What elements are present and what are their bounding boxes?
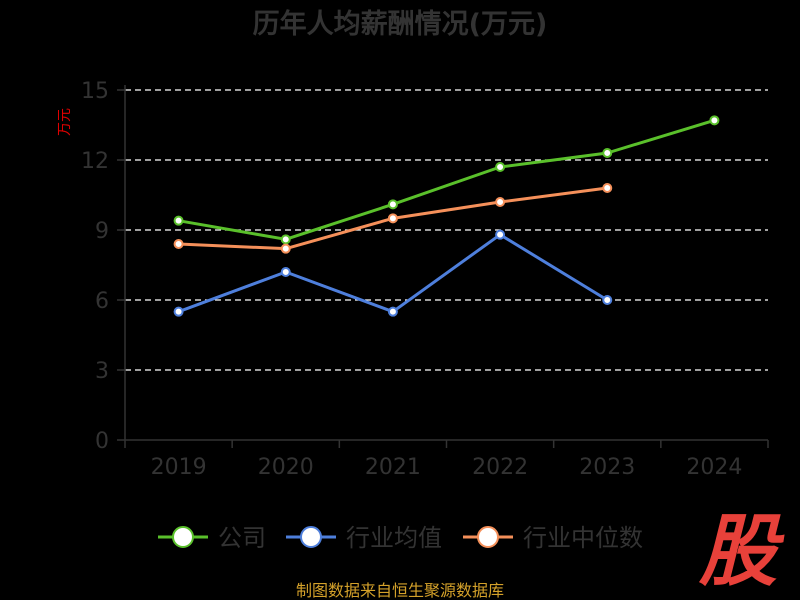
- data-point: [495, 197, 506, 207]
- y-tick-label: 3: [95, 359, 109, 384]
- x-tick-label: 2024: [686, 455, 742, 480]
- data-point: [280, 267, 291, 277]
- y-tick-labels: 0 3 6 9 12 15: [81, 79, 109, 454]
- y-tick-label: 6: [95, 289, 109, 314]
- legend-label: 行业均值: [346, 524, 442, 552]
- data-point: [602, 295, 613, 305]
- legend-marker: [477, 526, 499, 548]
- data-point: [173, 215, 184, 226]
- y-tick-label: 15: [81, 79, 109, 104]
- data-point: [709, 115, 720, 126]
- data-point: [495, 229, 506, 240]
- legend-label: 行业中位数: [523, 524, 643, 552]
- data-point: [495, 162, 506, 172]
- axes: [117, 85, 769, 448]
- x-tick-labels: 2019 2020 2021 2022 2023 2024: [151, 455, 743, 480]
- data-point: [173, 306, 184, 317]
- legend-item-2[interactable]: 行业中位数: [463, 524, 643, 552]
- data-point: [387, 306, 398, 317]
- x-tick-label: 2023: [579, 455, 635, 480]
- legend-item-1[interactable]: 行业均值: [286, 524, 442, 552]
- y-axis-label: 万元: [57, 108, 73, 136]
- x-tick-label: 2021: [365, 455, 421, 480]
- legend-label: 公司: [218, 524, 266, 552]
- watermark-logo: 股: [698, 507, 785, 597]
- x-tick-label: 2020: [258, 455, 314, 480]
- legend-item-0[interactable]: 公司: [158, 524, 266, 552]
- y-tick-label: 12: [81, 149, 109, 174]
- x-tick-label: 2019: [151, 455, 207, 480]
- legend[interactable]: 公司 行业均值 行业中位数: [158, 524, 643, 552]
- data-point: [280, 234, 291, 245]
- source-note: 制图数据来自恒生聚源数据库: [296, 581, 504, 600]
- grid-lines: [125, 89, 768, 371]
- legend-marker: [300, 526, 322, 548]
- y-tick-label: 0: [95, 429, 109, 454]
- series-line-0: [178, 118, 715, 241]
- data-point: [387, 213, 398, 224]
- y-tick-label: 9: [95, 219, 109, 244]
- data-point: [602, 148, 613, 158]
- data-point: [602, 183, 613, 193]
- data-point: [387, 199, 398, 210]
- x-tick-label: 2022: [472, 455, 528, 480]
- chart-title: 历年人均薪酬情况(万元): [253, 8, 548, 40]
- legend-marker: [172, 526, 194, 548]
- series-group: [173, 115, 720, 317]
- data-point: [280, 243, 291, 254]
- data-point: [173, 239, 184, 249]
